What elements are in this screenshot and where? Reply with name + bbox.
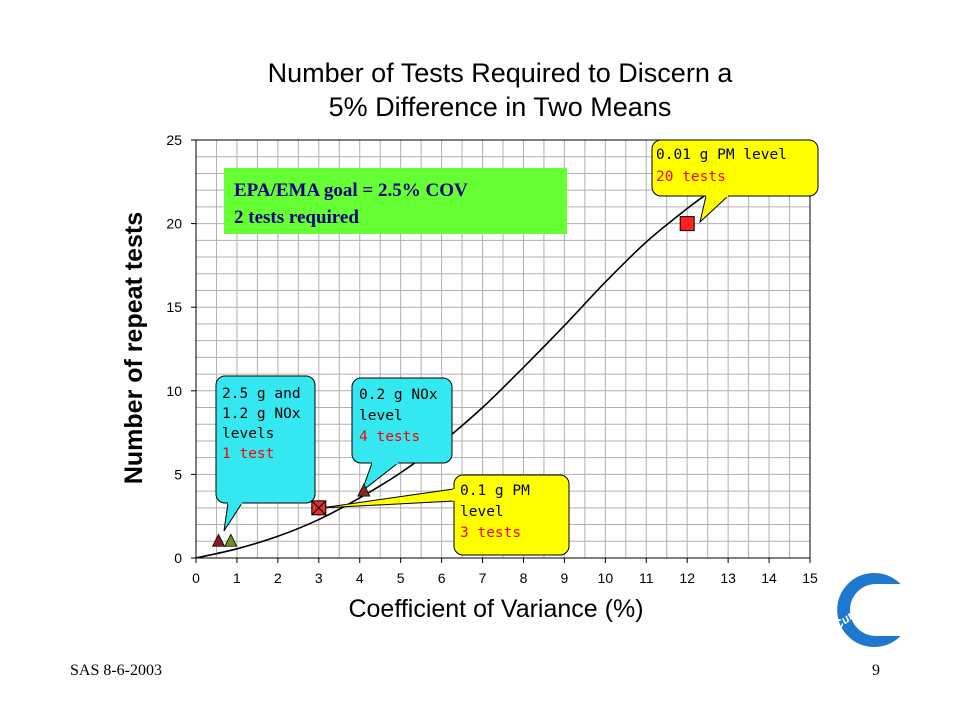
callout-epa-goal: EPA/EMA goal = 2.5% COV 2 tests required — [224, 168, 567, 234]
callout-text-line: 20 tests — [656, 169, 726, 185]
series-curve — [195, 192, 709, 559]
callout-pointer — [223, 502, 243, 532]
callout-text-line: 0.2 g NOx — [359, 387, 438, 403]
callout-box — [215, 375, 316, 504]
callout-text-line: 3 tests — [460, 525, 521, 541]
callout-text-line: levels — [222, 426, 274, 442]
data-point-square — [679, 216, 695, 232]
x-tick-label: 15 — [802, 570, 818, 586]
x-tick-label: 3 — [315, 570, 323, 586]
callout-nox-2-5g: 2.5 g and 1.2 g NOx levels 1 test — [215, 375, 316, 532]
callout-pointer — [699, 195, 730, 224]
y-tick-label: 25 — [166, 132, 182, 148]
callout-text-line: 2.5 g and — [222, 386, 301, 402]
callout-box — [453, 474, 570, 556]
callout-text-line: 0.1 g PM — [460, 483, 530, 499]
callout-box — [351, 377, 453, 464]
x-tick-label: 7 — [479, 570, 487, 586]
callout-box — [224, 168, 567, 234]
data-point-triangle — [224, 533, 238, 547]
x-tick-label: 13 — [720, 570, 736, 586]
callout-pm-0-01g: 0.01 g PM level 20 tests — [651, 139, 819, 224]
footer-left: SAS 8-6-2003 — [70, 662, 163, 679]
y-tick-label: 20 — [166, 216, 182, 232]
x-tick-label: 8 — [520, 570, 528, 586]
x-tick-label: 2 — [274, 570, 282, 586]
x-tick-label: 0 — [192, 570, 200, 586]
x-tick-label: 6 — [438, 570, 446, 586]
callout-pointer — [320, 488, 455, 509]
page-number: 9 — [872, 662, 880, 679]
data-point-cross-line — [311, 500, 327, 516]
y-axis-label: Number of repeat tests — [120, 212, 148, 484]
cummins-logo-mark — [837, 573, 901, 647]
x-tick-label: 4 — [356, 570, 364, 586]
y-tick-label: 5 — [174, 466, 182, 482]
x-tick-label: 5 — [397, 570, 405, 586]
y-tick-label: 15 — [166, 299, 182, 315]
data-point-square-x — [311, 500, 327, 516]
callout-layer: EPA/EMA goal = 2.5% COV 2 tests required 2… — [215, 139, 819, 556]
plot-area-border — [195, 139, 811, 559]
callout-box — [651, 139, 819, 197]
chart-title-line-1: Number of Tests Required to Discern a — [267, 58, 733, 88]
callout-text-line: 1.2 g NOx — [222, 406, 301, 422]
x-tick-label: 1 — [233, 570, 241, 586]
x-tick-label: 11 — [639, 570, 654, 586]
callout-text-line: level — [359, 408, 403, 424]
callout-text-line: 0.01 g PM level — [656, 147, 787, 163]
x-tick-label: 12 — [679, 570, 695, 586]
callout-text-line: 4 tests — [359, 429, 420, 445]
cummins-logo: Cummins — [831, 573, 901, 647]
x-tick-label: 14 — [761, 570, 777, 586]
y-tick-label: 0 — [174, 550, 182, 566]
points-layer — [211, 216, 695, 547]
chart-title-line-2: 5% Difference in Two Means — [328, 92, 672, 122]
y-tick-label: 10 — [166, 383, 182, 399]
callout-text-line: 1 test — [222, 446, 274, 462]
data-point-triangle — [357, 483, 371, 497]
callout-pm-0-1g: 0.1 g PM level 3 tests — [320, 474, 570, 556]
callout-nox-0-2g: 0.2 g NOx level 4 tests — [351, 377, 453, 493]
callout-text-line: EPA/EMA goal = 2.5% COV — [234, 180, 468, 201]
data-point-triangle — [211, 533, 226, 547]
axes-layer — [195, 139, 811, 559]
x-axis-label: Coefficient of Variance (%) — [348, 595, 643, 623]
callout-text-line: level — [460, 504, 504, 520]
x-tick-label: 9 — [561, 570, 569, 586]
callout-text-line: 2 tests required — [234, 207, 359, 228]
x-tick-label: 10 — [598, 570, 614, 586]
